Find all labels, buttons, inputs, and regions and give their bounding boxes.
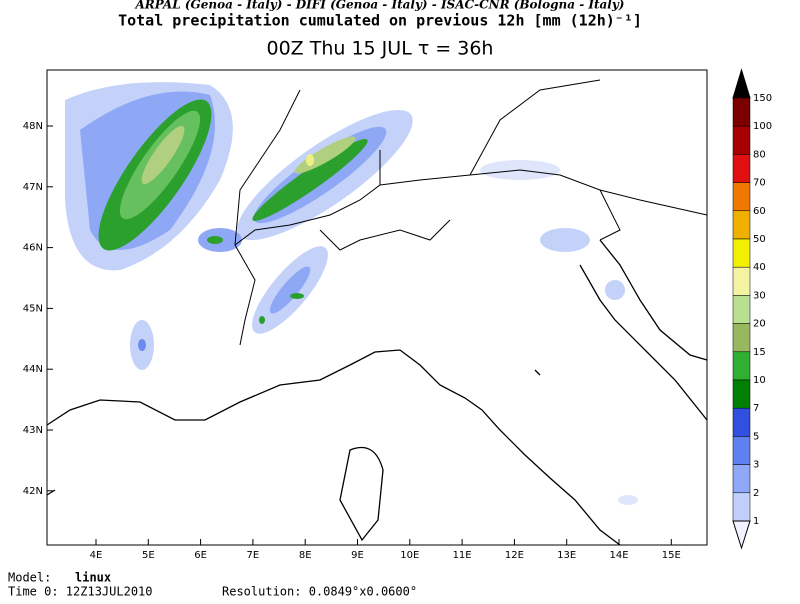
- lon-tick-label: 10E: [400, 550, 419, 561]
- lon-tick-label: 15E: [662, 550, 681, 561]
- lon-tick-label: 11E: [453, 550, 472, 561]
- colorbar-segment: [732, 379, 751, 409]
- lat-tick-label: 42N: [23, 486, 43, 497]
- model: linux: [75, 571, 111, 585]
- colorbar-segment: [732, 436, 751, 465]
- title: Total precipitation cumulated on previou…: [118, 12, 642, 30]
- colorbar-label: 2: [753, 488, 759, 499]
- colorbar-top: [732, 68, 751, 99]
- subtitle: 00Z Thu 15 JUL τ = 36h: [267, 38, 494, 60]
- colorbar-label: 50: [753, 234, 766, 245]
- lon-tick-label: 12E: [505, 550, 524, 561]
- colorbar-segment: [732, 182, 751, 212]
- map: 4E 5E 6E 7E 8E 9E 10E 11E 12E 13E 14E 15E 48N 47N 46N 4…: [23, 69, 708, 561]
- time: Time 0: 12Z13JUL2010: [8, 585, 153, 599]
- colorbar-label: 1: [753, 516, 759, 527]
- colorbar-segment: [732, 238, 751, 268]
- lat-tick-label: 45N: [23, 303, 43, 314]
- lat-tick-label: 48N: [23, 121, 43, 132]
- lon-tick-label: 8E: [299, 550, 312, 561]
- colorbar-label: 40: [753, 262, 766, 273]
- model-label: Model:: [8, 571, 51, 585]
- lon-tick-label: 7E: [247, 550, 260, 561]
- colorbar-label: 150: [753, 93, 772, 104]
- lon-tick-label: 14E: [609, 550, 628, 561]
- lat-tick-label: 46N: [23, 243, 43, 254]
- colorbar-segment: [732, 266, 751, 296]
- colorbar-segment: [732, 464, 751, 494]
- colorbar-segment: [732, 492, 751, 522]
- lat-tick-label: 44N: [23, 364, 43, 375]
- colorbar-label: 20: [753, 319, 766, 330]
- colorbar-segment: [732, 210, 751, 240]
- colorbar-label: 30: [753, 290, 766, 301]
- colorbar-label: 70: [753, 178, 766, 189]
- institutions: ARPAL (Genoa - Italy) - DIFI (Genoa - It…: [135, 0, 625, 12]
- lon-tick-label: 4E: [90, 550, 103, 561]
- resolution: Resolution: 0.0849°x0.0600°: [222, 585, 417, 599]
- lon-tick-label: 6E: [194, 550, 207, 561]
- colorbar-bottom: [732, 520, 751, 550]
- lon-tick-label: 9E: [351, 550, 364, 561]
- colorbar-segment: [732, 323, 751, 353]
- colorbar-label: 10: [753, 375, 766, 386]
- lon-tick-label: 13E: [557, 550, 576, 561]
- lon-tick-label: 5E: [142, 550, 155, 561]
- colorbar-label: 3: [753, 460, 759, 471]
- lat-tick-label: 47N: [23, 182, 43, 193]
- colorbar-segment: [732, 125, 751, 155]
- lat-tick-label: 43N: [23, 425, 43, 436]
- colorbar: 150 100 80 70 60 50 40 30 20 15 10 7 5 3 2 1: [732, 68, 772, 550]
- colorbar-segment: [732, 407, 751, 437]
- colorbar-segment: [732, 351, 751, 381]
- colorbar-label: 60: [753, 206, 766, 217]
- colorbar-label: 80: [753, 149, 766, 160]
- colorbar-segment: [732, 154, 751, 183]
- colorbar-label: 5: [753, 431, 759, 442]
- colorbar-label: 7: [753, 403, 759, 414]
- colorbar-segment: [732, 295, 751, 324]
- colorbar-label: 100: [753, 121, 772, 132]
- colorbar-segment: [732, 97, 751, 127]
- precipitation: [65, 82, 638, 505]
- colorbar-label: 15: [753, 347, 766, 358]
